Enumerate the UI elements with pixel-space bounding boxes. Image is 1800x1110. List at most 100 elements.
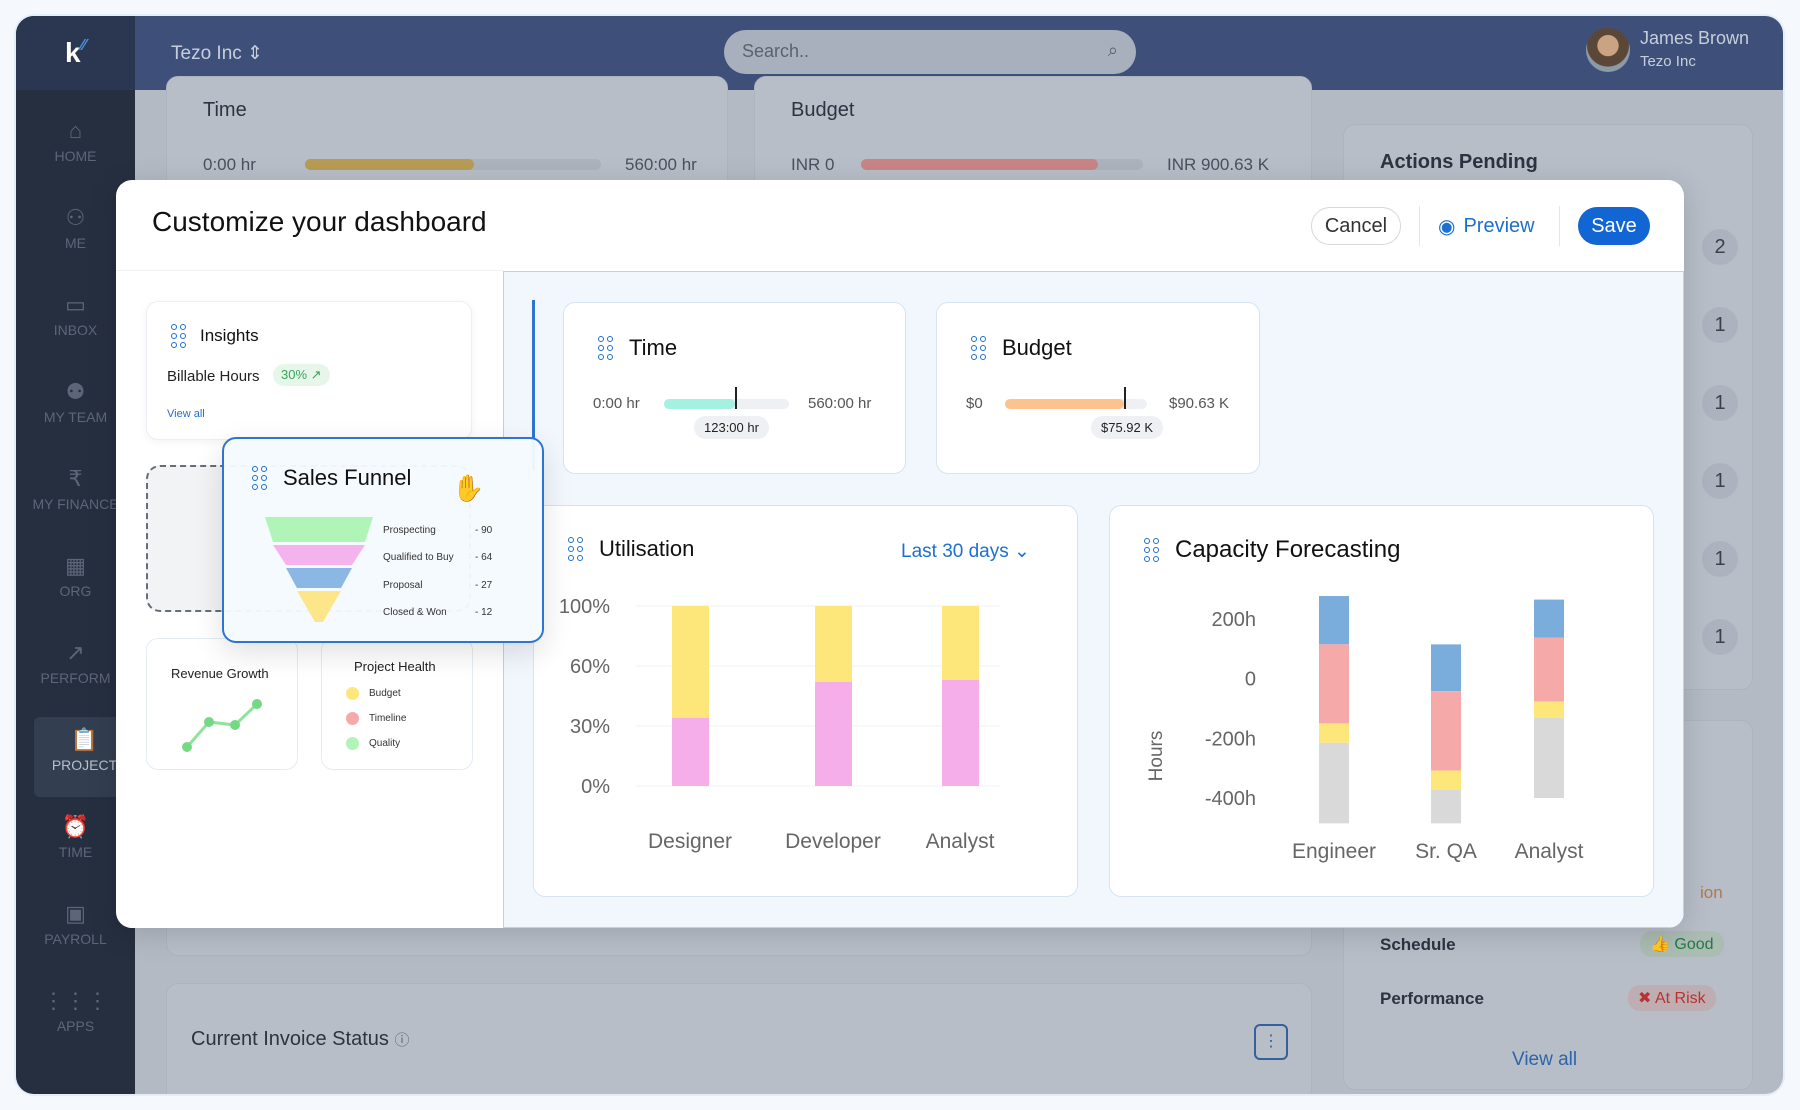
user-name: James Brown bbox=[1639, 28, 1749, 48]
avatar bbox=[1585, 28, 1630, 72]
bar-segment bbox=[1431, 691, 1461, 771]
time-min: 0:00 hr bbox=[593, 395, 640, 412]
funnel-stage bbox=[297, 591, 341, 622]
funnel-stage bbox=[265, 517, 373, 542]
invoice-title-text: Current Invoice Status bbox=[191, 1028, 389, 1050]
date-range-value: Last 30 days bbox=[901, 541, 1009, 562]
utilisation-widget[interactable]: Utilisation Last 30 days ⌄ 0% 30% 60% 100% D… bbox=[533, 505, 1078, 897]
sidebar-item-perform[interactable]: ↗ PERFORM bbox=[16, 630, 135, 710]
bg-time-title: Time bbox=[203, 99, 247, 121]
budget-widget[interactable]: Budget $0 $90.63 K $75.92 K bbox=[936, 302, 1260, 474]
x-tick-label: Developer bbox=[785, 830, 881, 853]
stage-value: - 90 bbox=[475, 525, 493, 536]
apps-icon: ⋮⋮⋮ bbox=[42, 988, 109, 1013]
y-tick-label: -200h bbox=[1205, 728, 1256, 750]
sidebar: k ⁄⁄ ⌂ HOME ⚇ ME ▭ INBOX ⚉ MY TEAM ₹ MY FINANCE ▦ OR… bbox=[16, 16, 135, 1094]
capacity-forecasting-widget[interactable]: Capacity Forecasting 200h 0 -200h -400h Hour… bbox=[1109, 505, 1654, 897]
budget-title: Budget bbox=[1002, 335, 1072, 360]
save-button[interactable]: Save bbox=[1578, 207, 1650, 245]
drag-handle-icon[interactable] bbox=[568, 537, 583, 561]
pending-count: 1 bbox=[1702, 463, 1738, 499]
inbox-icon: ▭ bbox=[65, 292, 86, 317]
revenue-growth-widget[interactable]: Revenue Growth bbox=[146, 638, 298, 770]
stage-name: Closed & Won bbox=[383, 607, 447, 618]
sidebar-item-label: APPS bbox=[56, 1018, 95, 1034]
sidebar-item-label: MY TEAM bbox=[43, 409, 108, 425]
legend-label: Budget bbox=[369, 688, 401, 699]
x-tick-label: Sr. QA bbox=[1415, 840, 1477, 863]
sidebar-item-time[interactable]: ⏰ TIME bbox=[16, 804, 135, 884]
y-tick-label: -400h bbox=[1205, 788, 1256, 810]
pending-count: 1 bbox=[1702, 541, 1738, 577]
my-team-icon: ⚉ bbox=[65, 379, 86, 404]
divider bbox=[116, 270, 503, 271]
sidebar-item-me[interactable]: ⚇ ME bbox=[16, 195, 135, 275]
drag-handle-icon[interactable] bbox=[252, 466, 267, 490]
sales-funnel-title: Sales Funnel bbox=[283, 465, 412, 490]
bg-time-progress bbox=[305, 159, 601, 170]
revenue-sparkline bbox=[182, 699, 262, 752]
y-tick-label: 0% bbox=[581, 776, 610, 798]
budget-max: $90.63 K bbox=[1169, 395, 1230, 412]
bar-segment bbox=[1431, 644, 1461, 692]
sidebar-item-apps[interactable]: ⋮⋮⋮ APPS bbox=[16, 978, 135, 1058]
legend-item: Quality bbox=[346, 737, 400, 750]
divider bbox=[1419, 206, 1420, 246]
status-badge: ion bbox=[1700, 883, 1723, 902]
more-options-button[interactable]: ⋮ bbox=[1254, 1024, 1288, 1060]
project-health-title: Project Health bbox=[354, 659, 436, 674]
grab-cursor-icon: ✋ bbox=[452, 473, 485, 503]
legend-item: Budget bbox=[346, 687, 401, 700]
sidebar-item-payroll[interactable]: ▣ PAYROLL bbox=[16, 891, 135, 971]
user-org: Tezo Inc bbox=[1639, 53, 1696, 70]
legend-label: Quality bbox=[369, 738, 401, 749]
sidebar-item-my-team[interactable]: ⚉ MY TEAM bbox=[16, 369, 135, 449]
time-widget[interactable]: Time 0:00 hr 560:00 hr 123:00 hr bbox=[563, 302, 906, 474]
capacity-title: Capacity Forecasting bbox=[1175, 536, 1401, 563]
sidebar-item-label: HOME bbox=[54, 148, 97, 164]
time-value: 123:00 hr bbox=[694, 416, 769, 439]
x-tick-label: Engineer bbox=[1292, 840, 1376, 863]
stage-value: - 64 bbox=[475, 552, 493, 563]
trend-up-icon: ↗ bbox=[310, 367, 322, 382]
drag-handle-icon[interactable] bbox=[1144, 538, 1159, 562]
drag-handle-icon[interactable] bbox=[598, 336, 613, 360]
bar-segment bbox=[1431, 770, 1461, 790]
capacity-chart: 200h 0 -200h -400h Hours Engineer Sr. QA Analys… bbox=[1146, 596, 1584, 863]
sidebar-item-home[interactable]: ⌂ HOME bbox=[16, 108, 135, 188]
bar-segment bbox=[1534, 599, 1564, 638]
insights-widget[interactable]: Insights Billable Hours 30% ↗ View all bbox=[146, 301, 472, 440]
good-badge: 👍 Good bbox=[1640, 931, 1724, 957]
revenue-title: Revenue Growth bbox=[171, 666, 269, 681]
performance-label: Performance bbox=[1380, 989, 1484, 1008]
stage-name: Qualified to Buy bbox=[383, 552, 454, 563]
logo[interactable]: k ⁄⁄ bbox=[16, 16, 135, 90]
bar-segment-billable bbox=[942, 680, 979, 786]
perform-icon: ↗ bbox=[66, 640, 85, 665]
preview-button[interactable]: ◉ Preview bbox=[1438, 207, 1535, 245]
user-menu[interactable]: James Brown Tezo Inc bbox=[1585, 28, 1749, 72]
view-all-link[interactable]: View all bbox=[1512, 1049, 1578, 1070]
y-tick-label: 100% bbox=[559, 596, 610, 618]
sales-funnel-widget-dragging[interactable]: Sales Funnel ✋ Prospecting - 90 Qualified … bbox=[222, 437, 544, 643]
project-health-widget[interactable]: Project Health Budget Timeline Quality bbox=[321, 638, 473, 770]
search-icon: ⌕ bbox=[1107, 40, 1118, 60]
chevron-updown-icon: ⇕ bbox=[247, 43, 263, 64]
drag-handle-icon[interactable] bbox=[971, 336, 986, 360]
sidebar-item-inbox[interactable]: ▭ INBOX bbox=[16, 282, 135, 362]
me-icon: ⚇ bbox=[65, 205, 86, 230]
time-progress bbox=[664, 387, 789, 409]
insights-title: Insights bbox=[200, 326, 259, 345]
view-all-link[interactable]: View all bbox=[167, 408, 205, 420]
search-input[interactable]: Search.. ⌕ bbox=[724, 30, 1136, 74]
budget-value: $75.92 K bbox=[1091, 416, 1164, 439]
utilisation-chart: 0% 30% 60% 100% Designer Developer Analyst bbox=[559, 596, 1000, 853]
cancel-button[interactable]: Cancel bbox=[1311, 207, 1401, 245]
badge-text: 30% bbox=[281, 367, 308, 382]
org-switcher[interactable]: Tezo Inc ⇕ bbox=[171, 42, 263, 65]
date-range-dropdown[interactable]: Last 30 days ⌄ bbox=[901, 540, 1030, 563]
sidebar-item-org[interactable]: ▦ ORG bbox=[16, 543, 135, 623]
customize-dashboard-modal: Customize your dashboard Cancel ◉ Preview… bbox=[116, 180, 1684, 928]
sidebar-item-my-finance[interactable]: ₹ MY FINANCE bbox=[16, 456, 135, 536]
drag-handle-icon[interactable] bbox=[171, 324, 186, 348]
